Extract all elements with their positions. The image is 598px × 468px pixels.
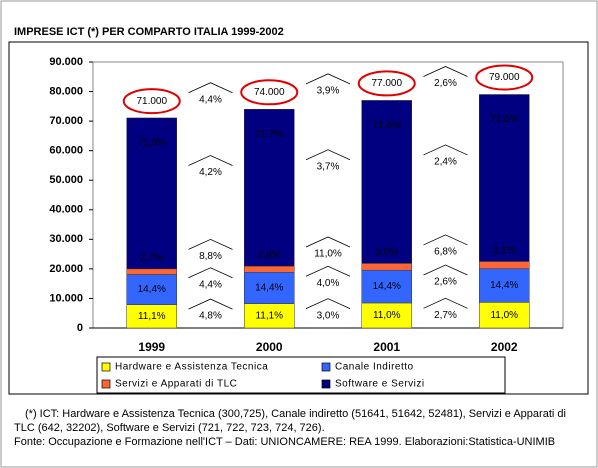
share-label: 11,1% <box>255 311 283 322</box>
caret <box>305 265 351 277</box>
caret <box>188 267 233 279</box>
caret <box>423 234 468 246</box>
growth-label: 2,7% <box>434 310 457 321</box>
bar-segment <box>479 302 530 329</box>
total-label: 74.000 <box>254 87 285 98</box>
total-highlight <box>475 64 534 91</box>
y-tick-label: 90.000 <box>49 56 83 68</box>
share-label: 3,1% <box>493 245 516 256</box>
share-label: 11,0% <box>373 310 401 321</box>
legend <box>96 356 506 394</box>
share-label: 11,1% <box>138 311 166 322</box>
y-tick-label: 30.000 <box>49 233 83 245</box>
bar-segment <box>244 303 295 329</box>
caret <box>305 73 351 85</box>
share-label: 14,4% <box>490 280 518 291</box>
growth-label: 2,4% <box>434 157 457 168</box>
y-tick-label: 40.000 <box>49 204 83 216</box>
share-label: 71,9% <box>138 138 166 149</box>
total-label: 77.000 <box>371 78 402 89</box>
bar-segment <box>479 261 530 269</box>
growth-label: 4,0% <box>317 278 340 289</box>
legend-swatch <box>101 362 111 372</box>
y-tick-label: 20.000 <box>49 263 83 275</box>
caret <box>423 66 468 77</box>
growth-label: 6,8% <box>434 247 457 258</box>
caret <box>188 238 233 250</box>
share-label: 71,7% <box>255 129 283 140</box>
source: Fonte: Occupazione e Formazione nell'ICT… <box>14 436 555 448</box>
legend-swatch <box>321 379 331 389</box>
y-tick-label: 50.000 <box>49 174 83 186</box>
x-tick-label: 2001 <box>373 340 400 354</box>
total-highlight <box>240 79 299 106</box>
growth-label: 2,6% <box>434 277 457 288</box>
bar-segment <box>244 265 295 273</box>
total-growth-label: 4,4% <box>199 94 222 105</box>
caret <box>188 82 233 94</box>
footnote: (*) ICT: Hardware e Assistenza Tecnica (… <box>25 408 566 420</box>
caret <box>423 264 468 276</box>
bar-segment <box>126 274 177 305</box>
share-label: 14,4% <box>255 283 283 294</box>
caret <box>188 298 233 310</box>
y-tick-label: 80.000 <box>49 85 83 97</box>
total-highlight <box>122 88 181 115</box>
growth-label: 11,0% <box>314 249 342 260</box>
bar-segment <box>126 117 177 270</box>
bar-segment <box>361 263 412 271</box>
bar-segment <box>244 271 295 304</box>
x-tick-label: 2000 <box>256 340 283 354</box>
total-growth-label: 2,6% <box>434 78 457 89</box>
legend-swatch <box>101 379 111 389</box>
share-label: 11,0% <box>490 310 518 321</box>
legend-swatch <box>321 362 331 372</box>
caret <box>188 155 233 166</box>
growth-label: 4,8% <box>199 311 222 322</box>
growth-label: 3,0% <box>317 310 340 321</box>
bar-segment <box>479 268 530 303</box>
y-tick-label: 10.000 <box>49 292 83 304</box>
caret <box>305 236 351 248</box>
legend-label: Software e Servizi <box>335 379 425 390</box>
share-label: 71,5% <box>490 114 518 125</box>
bar-segment <box>361 269 412 304</box>
total-highlight <box>357 70 416 97</box>
total-label: 79.000 <box>489 72 520 83</box>
growth-label: 8,8% <box>199 251 222 262</box>
y-tick-label: 0 <box>77 322 83 334</box>
bar-segment <box>126 268 177 275</box>
legend-label: Servizi e Apparati di TLC <box>115 379 237 390</box>
chart-title: IMPRESE ICT (*) PER COMPARTO ITALIA 1999… <box>14 26 284 38</box>
y-tick-label: 70.000 <box>49 115 83 127</box>
legend-label: Hardware e Assistenza Tecnica <box>115 362 268 373</box>
caret <box>305 298 351 310</box>
footnote: TLC (642, 32202), Software e Servizi (72… <box>14 422 325 434</box>
share-label: 14,4% <box>138 284 166 295</box>
bar-segment <box>244 109 295 267</box>
growth-label: 4,4% <box>199 279 222 290</box>
share-label: 14,4% <box>373 281 401 292</box>
share-label: 2,7% <box>140 252 163 263</box>
caret <box>423 297 468 309</box>
bar-segment <box>361 302 412 329</box>
total-label: 71.000 <box>136 96 167 107</box>
share-label: 2,8% <box>258 250 281 261</box>
total-growth-label: 3,9% <box>317 85 340 96</box>
caret <box>305 149 351 161</box>
x-tick-label: 2002 <box>491 340 518 354</box>
growth-label: 3,7% <box>317 161 340 172</box>
share-label: 71,6% <box>373 120 401 131</box>
bar-segment <box>479 94 530 262</box>
y-tick-label: 60.000 <box>49 145 83 157</box>
x-tick-label: 1999 <box>138 340 165 354</box>
legend-label: Canale Indiretto <box>335 362 414 373</box>
caret <box>423 144 468 156</box>
bar-segment <box>361 100 412 264</box>
share-label: 3,0% <box>375 247 398 258</box>
growth-label: 4,2% <box>199 167 222 178</box>
